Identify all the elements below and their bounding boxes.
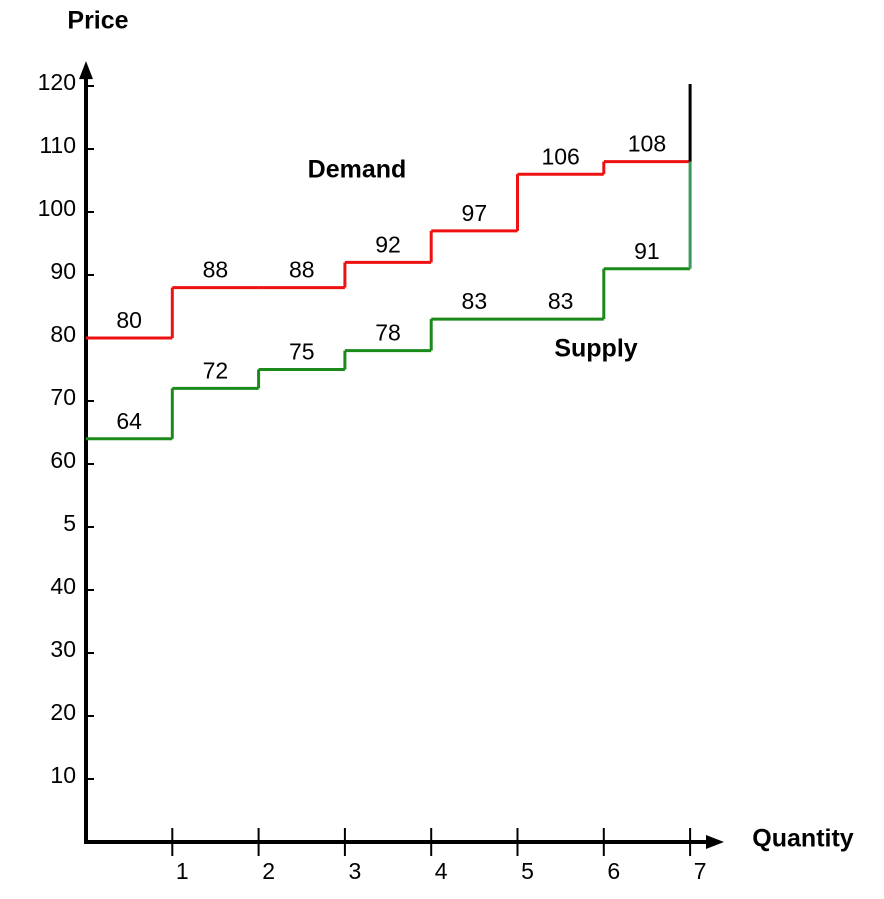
data-label: 75	[289, 339, 315, 365]
y-tick-label: 90	[50, 258, 76, 284]
x-axis-label: Quantity	[752, 825, 853, 853]
y-tick-label: 100	[38, 195, 76, 221]
y-tick-label: 110	[39, 132, 76, 158]
data-label: 83	[462, 288, 488, 314]
x-tick-label: 6	[607, 858, 620, 884]
y-tick-label: 120	[38, 69, 76, 95]
y-tick-label: 40	[50, 573, 76, 599]
data-label: 92	[375, 231, 401, 257]
x-tick-label: 2	[262, 858, 275, 884]
x-tick-label: 5	[521, 858, 534, 884]
y-tick-label: 60	[50, 447, 76, 473]
x-tick-label: 1	[176, 858, 189, 884]
data-label: 91	[634, 238, 660, 264]
y-tick-label: 5	[63, 510, 76, 536]
data-label: 88	[203, 257, 229, 283]
y-axis-label: Price	[67, 7, 128, 35]
data-label: 78	[375, 320, 401, 346]
data-label: 108	[628, 131, 666, 157]
data-label: 80	[116, 307, 142, 333]
y-axis-arrow	[79, 61, 93, 80]
x-tick-label: 7	[694, 858, 707, 884]
y-tick-label: 20	[50, 699, 76, 725]
data-label: 83	[548, 288, 574, 314]
x-axis-arrow	[705, 835, 724, 849]
data-label: 88	[289, 257, 315, 283]
data-label: 72	[203, 357, 229, 383]
data-label: 97	[462, 200, 488, 226]
y-tick-label: 30	[50, 636, 76, 662]
y-tick-label: 80	[50, 321, 76, 347]
series-label: Supply	[554, 335, 637, 363]
y-tick-label: 10	[50, 762, 76, 788]
x-tick-label: 3	[349, 858, 362, 884]
series-label: Demand	[308, 156, 407, 184]
y-tick-label: 70	[50, 384, 76, 410]
data-label: 64	[116, 408, 142, 434]
data-label: 106	[541, 143, 579, 169]
x-tick-label: 4	[435, 858, 448, 884]
